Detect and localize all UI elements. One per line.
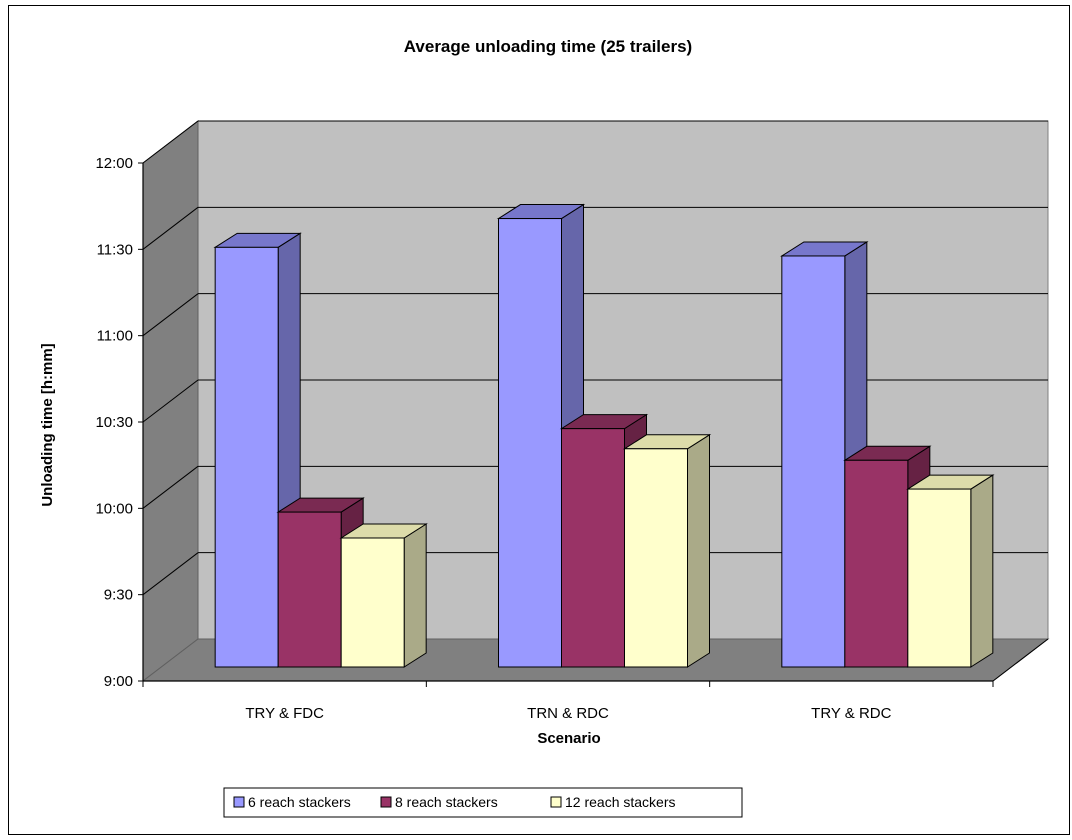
y-tick-label: 12:00 xyxy=(95,155,133,172)
bar-front xyxy=(844,459,909,668)
y-tick-label: 10:00 xyxy=(95,500,133,517)
legend-box xyxy=(223,787,743,818)
y-axis-title: Unloading time [h:mm] xyxy=(39,343,56,506)
y-tick-label: 11:30 xyxy=(97,241,133,258)
legend-swatch xyxy=(233,796,245,808)
y-tick-label: 11:00 xyxy=(97,328,133,345)
bar xyxy=(213,232,302,668)
chart-title: Average unloading time (25 trailers) xyxy=(404,37,692,56)
x-tick-label: TRY & RDC xyxy=(811,705,891,722)
legend: 6 reach stackers 8 reach stackers 12 reach… xyxy=(223,787,743,818)
gridline-side xyxy=(142,552,199,596)
bar-front xyxy=(498,218,562,668)
legend-label: 12 reach stackers xyxy=(565,794,676,810)
bar-front xyxy=(340,537,405,668)
bar-front xyxy=(277,511,342,668)
bar-side xyxy=(970,474,994,668)
bar-front xyxy=(781,255,846,668)
x-tick-label: TRN & RDC xyxy=(527,705,609,722)
legend-label: 8 reach stackers xyxy=(395,794,498,810)
bar-front xyxy=(624,448,688,668)
legend-label: 6 reach stackers xyxy=(248,794,351,810)
x-tick-labels: TRY & FDC TRN & RDC TRY & RDC xyxy=(245,705,891,722)
y-tick-labels: 9:00 9:30 10:00 10:30 11:00 11:30 12:00 xyxy=(95,155,133,690)
x-axis-title: Scenario xyxy=(537,730,600,747)
bar-front xyxy=(907,488,972,668)
bar-front xyxy=(561,428,625,668)
bars xyxy=(213,203,995,668)
bar-front xyxy=(214,246,279,668)
x-tick-label: TRY & FDC xyxy=(245,705,324,722)
y-tick-label: 10:30 xyxy=(95,414,133,431)
floor-edge xyxy=(992,638,1049,682)
gridline-side xyxy=(142,120,199,164)
gridline-side xyxy=(142,293,199,337)
axes xyxy=(138,162,1049,687)
bar-side xyxy=(687,433,710,668)
bar-side xyxy=(403,523,427,668)
bar xyxy=(622,433,712,668)
gridline-side xyxy=(142,379,199,423)
y-tick-label: 9:00 xyxy=(104,673,133,690)
gridline-side xyxy=(142,206,199,250)
legend-swatch xyxy=(550,796,562,808)
legend-swatch xyxy=(380,796,392,808)
bar xyxy=(339,523,428,668)
gridline-side xyxy=(142,465,199,509)
y-tick-label: 9:30 xyxy=(104,587,133,604)
bar xyxy=(906,474,995,668)
